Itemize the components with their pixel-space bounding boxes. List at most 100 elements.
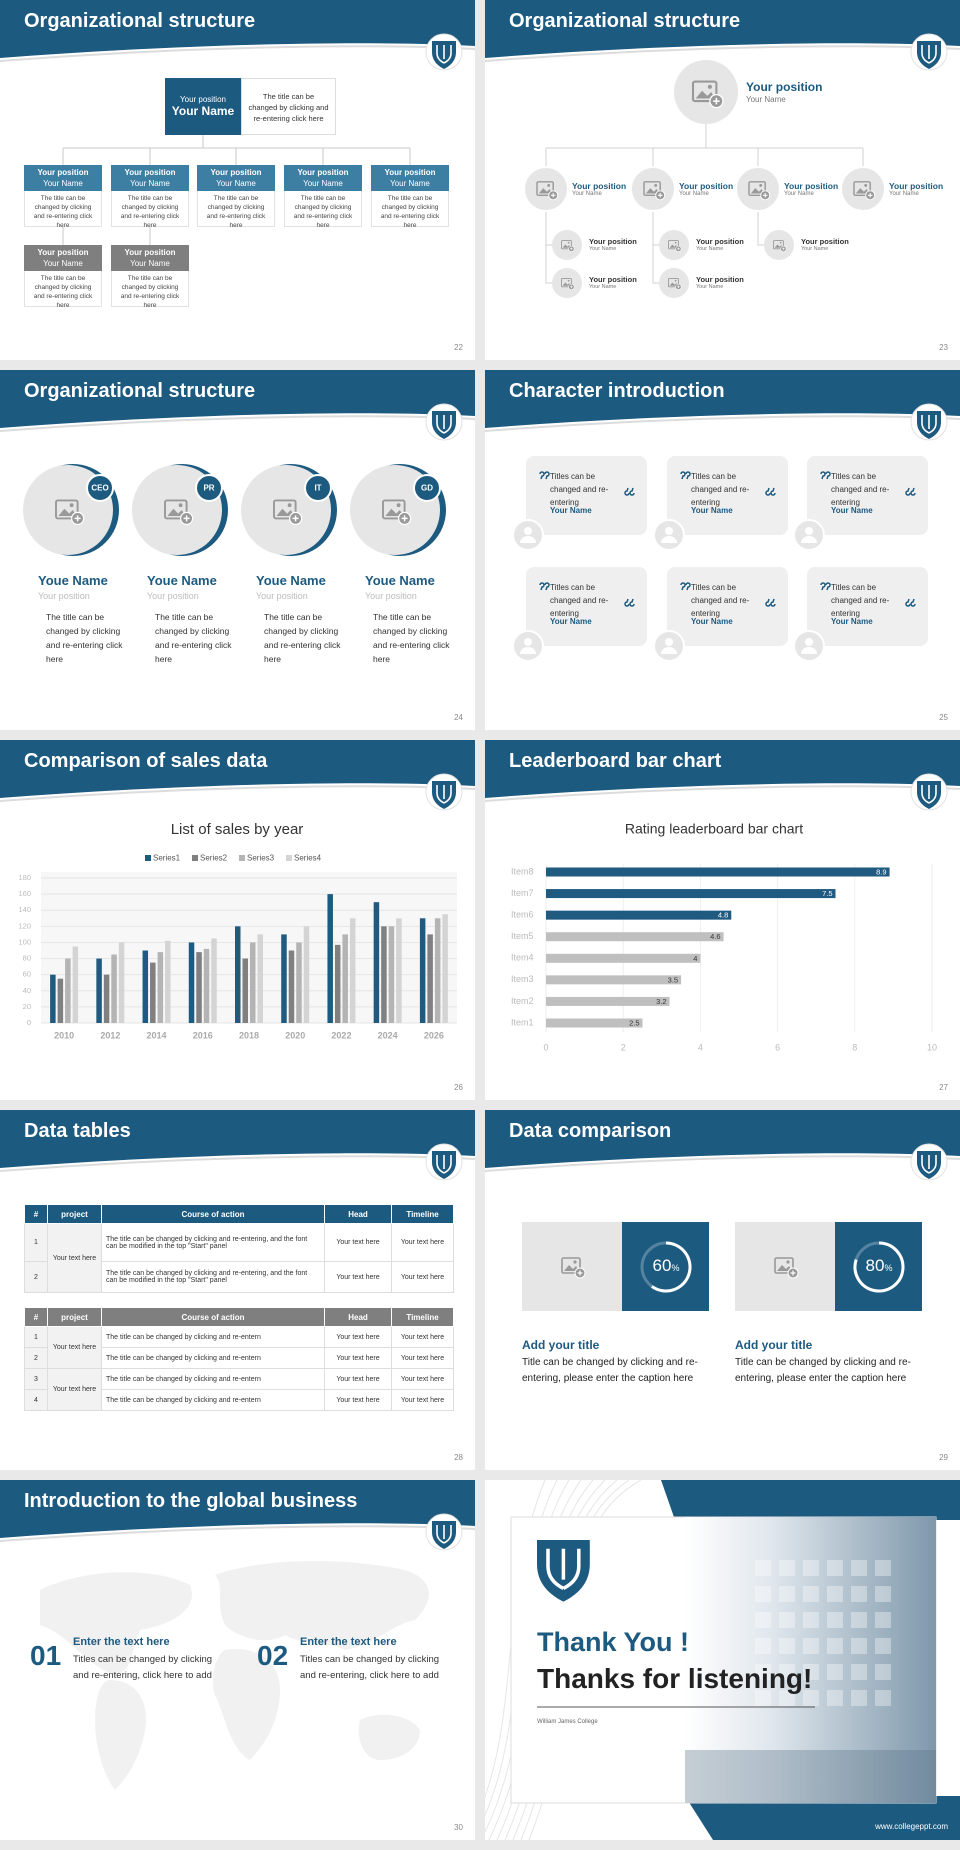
tag-label: IT xyxy=(314,484,321,493)
head-position: Your position xyxy=(180,95,226,104)
subnode-name: Your Name xyxy=(696,246,724,252)
image-panel xyxy=(522,1222,622,1311)
photo-window xyxy=(827,1586,843,1602)
avatar-body xyxy=(661,536,677,543)
quote-text: Titles can be changed and re-entering xyxy=(831,472,890,507)
bar xyxy=(157,952,164,1023)
bar xyxy=(427,934,433,1023)
bar xyxy=(96,958,102,1023)
photo-window xyxy=(875,1664,891,1680)
image-icon-mountain xyxy=(774,244,783,248)
image-icon-plus xyxy=(790,1270,796,1276)
logo-mark xyxy=(436,1525,452,1544)
bar xyxy=(250,942,256,1023)
slide-title: Comparison of sales data xyxy=(24,750,268,772)
photo-window xyxy=(875,1560,891,1576)
table-cell: The title can be changed by clicking and… xyxy=(101,1347,325,1369)
world-map-shape xyxy=(358,1714,420,1760)
node-avatar xyxy=(630,166,676,212)
quote-open xyxy=(820,471,831,480)
avatar-head xyxy=(524,638,532,646)
table-row: 4 The title can be changed by clicking an… xyxy=(24,1389,454,1411)
table-cell: Your text here xyxy=(391,1347,454,1369)
slide: Rating leaderboard bar chart 0 2 4 6 8 10 Item8… xyxy=(485,740,960,1100)
quote-close xyxy=(905,487,916,496)
person-name: Youe Name xyxy=(365,573,435,588)
item-text: Title can be changed by clicking and re-… xyxy=(522,1357,698,1384)
box-text: The title can be changed by clicking and… xyxy=(24,191,102,229)
slide-title: Data tables xyxy=(24,1120,131,1142)
bar xyxy=(142,950,149,1023)
quote-name: Your Name xyxy=(550,617,592,626)
photo-window xyxy=(851,1560,867,1576)
photo-window xyxy=(779,1638,795,1654)
subnode-avatar xyxy=(659,230,689,260)
header-band xyxy=(0,1480,475,1538)
legend-swatch xyxy=(239,855,245,861)
box-name: Your Name xyxy=(43,179,83,188)
quote-name: Your Name xyxy=(691,617,733,626)
subnode-name: Your Name xyxy=(801,246,829,252)
slide-title: Leaderboard bar chart xyxy=(509,750,722,772)
image-icon-mountain xyxy=(855,188,870,194)
table-cell: Your text here xyxy=(324,1368,392,1390)
plot-background xyxy=(41,872,457,1023)
box-text: The title can be changed by clicking and… xyxy=(371,191,449,229)
table-cell: Your text here xyxy=(47,1326,102,1369)
node-avatar xyxy=(735,166,781,212)
chart-title: Rating leaderboard bar chart xyxy=(625,821,803,837)
table-cell: 2 xyxy=(24,1261,48,1293)
image-icon-mountain xyxy=(669,282,678,286)
photo-window xyxy=(803,1586,819,1602)
image-icon xyxy=(853,181,871,197)
quote-text: Titles can be changed and re-entering xyxy=(691,472,750,507)
subnode-position: Your position xyxy=(696,275,744,284)
page-number: 30 xyxy=(454,1823,463,1832)
person-position: Your position xyxy=(38,591,90,601)
header-band xyxy=(0,740,475,798)
value-panel xyxy=(622,1222,709,1311)
person-position: Your position xyxy=(147,591,199,601)
logo-mark xyxy=(921,45,937,64)
ring-arc xyxy=(853,1241,905,1293)
x-tick-label: 2014 xyxy=(147,1030,167,1040)
table-header-cell: # xyxy=(24,1204,48,1224)
x-tick-label: 2024 xyxy=(378,1030,398,1040)
quote-name: Your Name xyxy=(550,506,592,515)
logo-mark xyxy=(921,785,937,804)
connector-line xyxy=(652,211,659,246)
x-tick-label: 0 xyxy=(543,1042,548,1052)
photo-window xyxy=(851,1664,867,1680)
connector-line xyxy=(63,135,410,149)
box-position: Your position xyxy=(37,168,89,177)
y-tick-label: 120 xyxy=(18,921,31,930)
box-name: Your Name xyxy=(130,259,170,268)
value-label: 3.5 xyxy=(668,975,678,984)
image-icon-mountain xyxy=(777,1265,792,1271)
legend-swatch xyxy=(145,855,151,861)
quote-open xyxy=(680,582,691,591)
box-header: Your position Your Name xyxy=(24,245,102,271)
ring-unit: % xyxy=(884,1263,893,1273)
x-tick-label: 6 xyxy=(775,1042,780,1052)
image-icon-sun xyxy=(759,183,763,187)
box-position: Your position xyxy=(384,168,436,177)
person-text: The title can be changed by clicking and… xyxy=(155,612,232,664)
legend-swatch xyxy=(286,855,292,861)
slide-graphics xyxy=(485,0,960,298)
slide: CEO PR IT GD Organizational structure 24 Youe … xyxy=(0,370,475,730)
node-position: Your position xyxy=(889,181,944,191)
table-cell: The title can be changed by clicking and… xyxy=(101,1389,325,1411)
tag-badge xyxy=(413,474,441,502)
quote-open xyxy=(680,471,691,480)
quote-text: Titles can be changed and re-entering xyxy=(691,583,750,618)
connector-line xyxy=(652,211,659,284)
node-name: Your Name xyxy=(572,191,602,197)
table-cell: Your text here xyxy=(391,1326,454,1348)
image-icon-plus xyxy=(713,97,720,105)
subnode-avatar xyxy=(764,230,794,260)
person-position: Your position xyxy=(365,591,417,601)
y-tick-label: 100 xyxy=(18,937,31,946)
image-icon xyxy=(773,240,784,250)
table-row: 2 The title can be changed by clicking an… xyxy=(24,1347,454,1369)
